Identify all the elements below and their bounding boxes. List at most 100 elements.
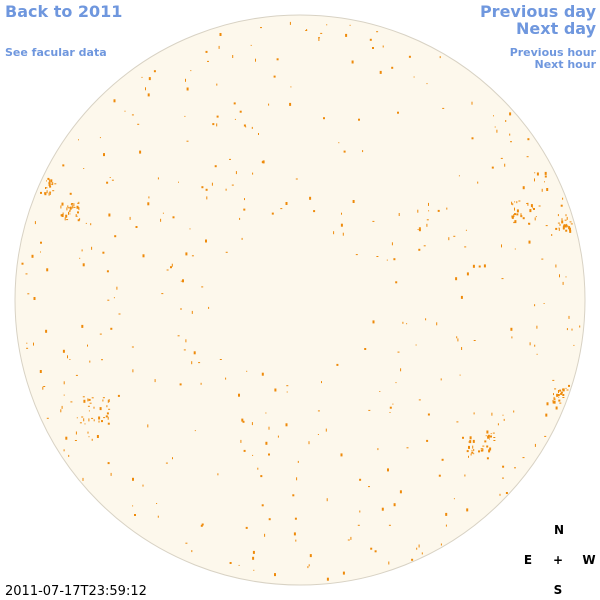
facular-link[interactable]: See facular data [5, 46, 107, 59]
speck [514, 248, 516, 250]
speck [340, 453, 343, 457]
back-link[interactable]: Back to 2011 [5, 2, 122, 21]
speck [107, 299, 110, 301]
speck [406, 323, 408, 325]
speck [186, 140, 189, 142]
speck [75, 374, 78, 376]
speck [161, 293, 164, 295]
speck [509, 112, 512, 116]
speck [473, 412, 475, 415]
speck [253, 569, 255, 571]
speck [268, 453, 270, 456]
speck [265, 412, 267, 414]
speck [54, 183, 57, 185]
speck [372, 47, 374, 49]
speck [501, 244, 502, 248]
speck [33, 342, 34, 346]
speck [441, 458, 444, 461]
speck [134, 514, 136, 516]
speck [417, 209, 419, 213]
timestamp: 2011-07-17T23:59:12 [5, 584, 147, 599]
speck [98, 416, 101, 420]
speck [464, 246, 467, 248]
speck [488, 449, 491, 453]
speck [565, 276, 567, 278]
speck [558, 390, 559, 393]
speck [532, 207, 534, 209]
speck [294, 517, 297, 520]
speck [93, 419, 95, 422]
speck [421, 552, 423, 555]
speck [105, 415, 108, 418]
speck [350, 536, 352, 540]
speck [417, 229, 419, 230]
speck [280, 208, 283, 210]
speck [273, 75, 276, 78]
speck [78, 139, 79, 141]
next-day-link[interactable]: Next day [516, 19, 597, 38]
speck [413, 76, 415, 78]
speck [45, 187, 48, 189]
speck [76, 417, 78, 419]
speck [466, 272, 469, 276]
speck [257, 467, 259, 470]
speck [153, 70, 156, 73]
speck [568, 315, 570, 319]
speck [165, 462, 168, 464]
speck [142, 484, 144, 487]
next-hour-link[interactable]: Next hour [535, 58, 597, 71]
speck [131, 114, 134, 116]
speck [309, 554, 312, 558]
speck [25, 273, 28, 275]
speck [440, 378, 442, 381]
speck [372, 220, 375, 222]
speck [320, 32, 323, 34]
speck [397, 111, 399, 114]
previous-hour-link[interactable]: Previous hour [510, 46, 597, 59]
speck [499, 493, 501, 496]
speck [77, 202, 80, 204]
speck [391, 66, 394, 69]
speck [560, 392, 563, 395]
speck [191, 550, 193, 553]
speck [389, 406, 392, 409]
speck [486, 430, 489, 434]
speck [492, 432, 495, 434]
speck [87, 431, 89, 434]
speck [51, 179, 53, 183]
speck [326, 24, 328, 26]
speck [493, 437, 496, 438]
speck [179, 383, 182, 386]
speck [285, 202, 288, 205]
speck [65, 436, 68, 440]
speck [40, 241, 42, 244]
speck [250, 44, 252, 46]
speck [490, 433, 492, 435]
previous-day-link[interactable]: Previous day [480, 2, 597, 21]
speck [216, 115, 219, 118]
speck [306, 29, 308, 31]
speck [445, 512, 448, 516]
speck [546, 188, 549, 191]
speck [545, 413, 548, 417]
speck [389, 412, 391, 413]
speck [534, 304, 536, 307]
speck [513, 222, 515, 224]
speck [84, 423, 86, 425]
speck [194, 430, 196, 432]
speck [132, 369, 134, 373]
speck [60, 214, 63, 217]
speck [88, 398, 91, 401]
speck [261, 372, 264, 376]
speck [522, 217, 525, 220]
speck [116, 286, 118, 290]
speck [468, 445, 470, 449]
speck [70, 401, 73, 403]
speck [98, 420, 100, 423]
speck [347, 539, 350, 541]
speck [468, 455, 469, 458]
speck [241, 237, 243, 240]
speck [49, 185, 52, 188]
speck [393, 258, 396, 261]
speck [191, 310, 193, 314]
